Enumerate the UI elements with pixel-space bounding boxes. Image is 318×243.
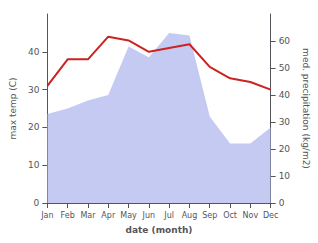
svg-text:0: 0 xyxy=(34,198,40,208)
svg-text:10: 10 xyxy=(28,160,40,170)
svg-text:50: 50 xyxy=(279,63,291,73)
svg-text:max temp (C): max temp (C) xyxy=(8,77,18,139)
svg-text:Jul: Jul xyxy=(163,211,174,220)
svg-text:60: 60 xyxy=(279,36,291,46)
svg-text:date (month): date (month) xyxy=(126,225,193,235)
svg-text:40: 40 xyxy=(28,47,40,57)
svg-text:20: 20 xyxy=(28,122,40,132)
svg-text:Dec: Dec xyxy=(263,211,278,220)
svg-text:Sep: Sep xyxy=(202,211,217,220)
svg-text:Apr: Apr xyxy=(101,211,116,220)
svg-text:Jun: Jun xyxy=(142,211,156,220)
svg-text:30: 30 xyxy=(279,117,291,127)
svg-text:40: 40 xyxy=(279,90,291,100)
svg-text:Jan: Jan xyxy=(40,211,53,220)
svg-text:Feb: Feb xyxy=(61,211,75,220)
svg-text:May: May xyxy=(120,211,137,220)
svg-text:Nov: Nov xyxy=(243,211,259,220)
svg-text:Aug: Aug xyxy=(182,211,198,220)
svg-text:20: 20 xyxy=(279,144,291,154)
svg-text:Oct: Oct xyxy=(223,211,237,220)
svg-text:Mar: Mar xyxy=(80,211,96,220)
svg-text:10: 10 xyxy=(279,171,291,181)
svg-text:0: 0 xyxy=(279,198,285,208)
svg-text:med. precipitation (kg/m2): med. precipitation (kg/m2) xyxy=(301,48,311,169)
svg-text:30: 30 xyxy=(28,85,40,95)
